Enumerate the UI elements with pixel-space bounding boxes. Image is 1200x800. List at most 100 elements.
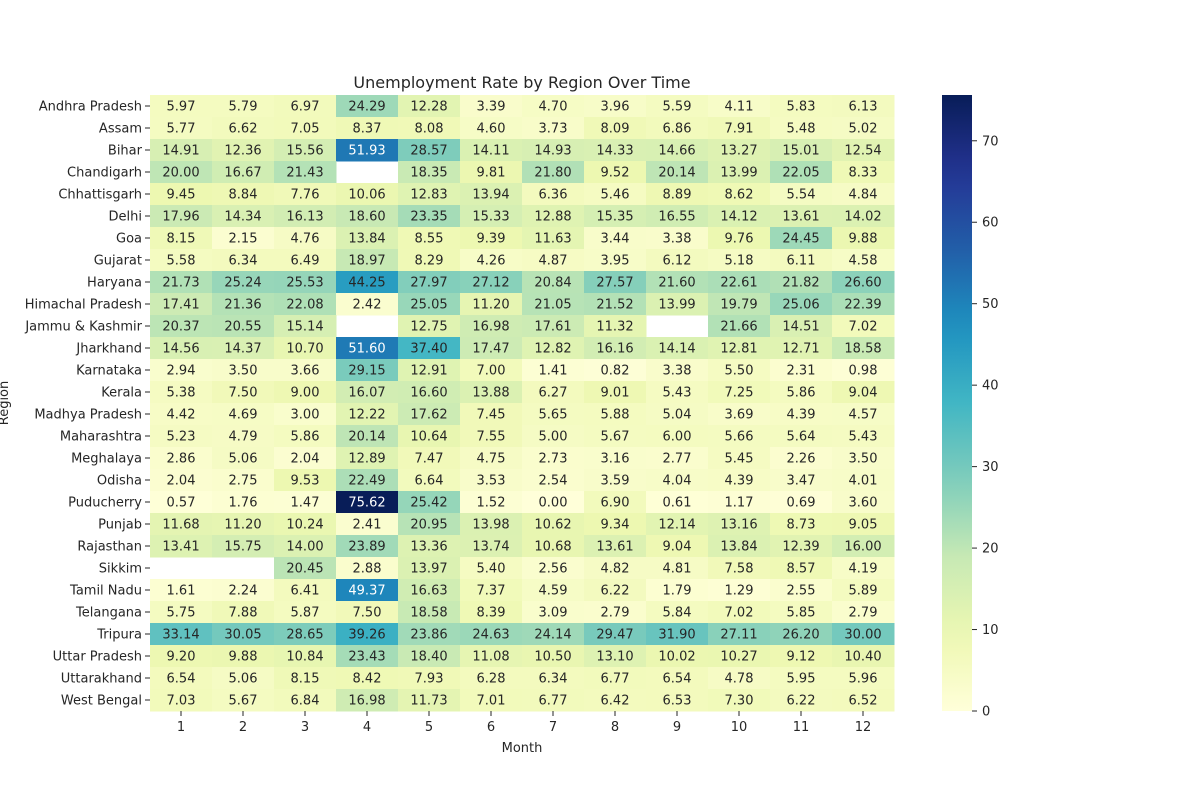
cell-value-label: 5.66 bbox=[725, 430, 754, 445]
heatmap-cell bbox=[522, 645, 585, 668]
cell-value-label: 13.97 bbox=[410, 562, 447, 577]
heatmap-cell bbox=[212, 161, 275, 184]
cell-value-label: 16.00 bbox=[844, 540, 881, 555]
cell-value-label: 9.88 bbox=[229, 650, 258, 665]
heatmap-cell bbox=[708, 425, 771, 448]
y-tick-label: Maharashtra bbox=[60, 430, 142, 445]
heatmap-cell bbox=[460, 293, 523, 316]
heatmap-cell bbox=[522, 337, 585, 360]
cell-value-label: 21.66 bbox=[720, 320, 757, 335]
heatmap-cell bbox=[646, 513, 709, 536]
heatmap-cell bbox=[708, 249, 771, 272]
cell-value-label: 23.35 bbox=[410, 210, 447, 225]
cell-value-label: 6.90 bbox=[601, 496, 630, 511]
cell-value-label: 2.31 bbox=[787, 364, 816, 379]
heatmap-cell bbox=[770, 491, 833, 514]
cell-value-label: 16.98 bbox=[348, 694, 385, 709]
heatmap-cell bbox=[770, 535, 833, 558]
cell-value-label: 13.88 bbox=[472, 386, 509, 401]
heatmap-cell bbox=[832, 491, 895, 514]
heatmap-cell bbox=[212, 117, 275, 140]
heatmap-cell bbox=[398, 601, 461, 624]
cell-value-label: 6.62 bbox=[229, 122, 258, 137]
cell-value-label: 14.91 bbox=[162, 144, 199, 159]
heatmap-cell bbox=[708, 381, 771, 404]
cell-value-label: 5.23 bbox=[167, 430, 196, 445]
cell-value-label: 14.14 bbox=[658, 342, 695, 357]
heatmap-cell bbox=[274, 227, 337, 250]
heatmap-cell bbox=[832, 161, 895, 184]
heatmap-cell bbox=[832, 601, 895, 624]
heatmap-cell bbox=[646, 161, 709, 184]
heatmap-cell bbox=[832, 205, 895, 228]
y-tick-label: Punjab bbox=[98, 518, 142, 533]
cell-value-label: 7.02 bbox=[849, 320, 878, 335]
cell-value-label: 3.47 bbox=[787, 474, 816, 489]
colorbar-tick-label: 0 bbox=[982, 705, 990, 720]
chart-title: Unemployment Rate by Region Over Time bbox=[353, 73, 690, 92]
heatmap-cell bbox=[832, 403, 895, 426]
cell-value-label: 28.65 bbox=[286, 628, 323, 643]
heatmap-cell bbox=[336, 601, 399, 624]
cell-value-label: 5.58 bbox=[167, 254, 196, 269]
heatmap-cell bbox=[460, 183, 523, 206]
cell-value-label: 2.55 bbox=[787, 584, 816, 599]
cell-value-label: 7.50 bbox=[353, 606, 382, 621]
cell-value-label: 9.01 bbox=[601, 386, 630, 401]
heatmap-cell bbox=[398, 623, 461, 646]
heatmap-cell bbox=[336, 425, 399, 448]
cell-value-label: 3.09 bbox=[539, 606, 568, 621]
heatmap-cell bbox=[336, 623, 399, 646]
heatmap-cells bbox=[150, 95, 895, 712]
cell-value-label: 21.52 bbox=[596, 298, 633, 313]
heatmap-cell bbox=[398, 579, 461, 602]
heatmap-cell bbox=[274, 337, 337, 360]
cell-value-label: 5.04 bbox=[663, 408, 692, 423]
heatmap-cell bbox=[708, 117, 771, 140]
heatmap-cell bbox=[274, 535, 337, 558]
heatmap-cell bbox=[584, 359, 647, 382]
heatmap-cell bbox=[832, 337, 895, 360]
cell-value-label: 22.49 bbox=[348, 474, 385, 489]
cell-value-label: 6.52 bbox=[849, 694, 878, 709]
cell-value-label: 24.14 bbox=[534, 628, 571, 643]
heatmap-cell bbox=[460, 491, 523, 514]
heatmap-cell bbox=[770, 315, 833, 338]
cell-value-label: 5.06 bbox=[229, 452, 258, 467]
cell-value-label: 5.79 bbox=[229, 100, 258, 115]
heatmap-cell bbox=[832, 227, 895, 250]
heatmap-cell bbox=[274, 381, 337, 404]
heatmap-cell bbox=[584, 117, 647, 140]
cell-value-label: 3.50 bbox=[849, 452, 878, 467]
heatmap-cell bbox=[770, 183, 833, 206]
cell-value-label: 12.91 bbox=[410, 364, 447, 379]
cell-value-label: 16.55 bbox=[658, 210, 695, 225]
cell-value-label: 0.98 bbox=[849, 364, 878, 379]
cell-value-label: 1.41 bbox=[539, 364, 568, 379]
cell-value-label: 29.47 bbox=[596, 628, 633, 643]
cell-value-label: 5.95 bbox=[787, 672, 816, 687]
heatmap-cell bbox=[646, 337, 709, 360]
cell-value-label: 14.12 bbox=[720, 210, 757, 225]
heatmap-cell bbox=[336, 95, 399, 118]
heatmap-cell bbox=[150, 359, 213, 382]
cell-value-label: 4.78 bbox=[725, 672, 754, 687]
heatmap-cell bbox=[212, 403, 275, 426]
heatmap-cell bbox=[770, 469, 833, 492]
heatmap-cell bbox=[150, 689, 213, 712]
heatmap-cell bbox=[274, 359, 337, 382]
heatmap-cell bbox=[336, 117, 399, 140]
cell-value-label: 2.75 bbox=[229, 474, 258, 489]
heatmap-cell bbox=[398, 557, 461, 580]
heatmap-cell bbox=[150, 579, 213, 602]
cell-value-label: 44.25 bbox=[348, 276, 385, 291]
heatmap-cell bbox=[770, 447, 833, 470]
cell-value-label: 2.88 bbox=[353, 562, 382, 577]
cell-value-label: 7.01 bbox=[477, 694, 506, 709]
cell-value-label: 31.90 bbox=[658, 628, 695, 643]
cell-value-label: 7.05 bbox=[291, 122, 320, 137]
cell-value-label: 13.61 bbox=[782, 210, 819, 225]
cell-value-label: 8.84 bbox=[229, 188, 258, 203]
heatmap-cell bbox=[212, 315, 275, 338]
y-tick-label: Odisha bbox=[97, 474, 142, 489]
